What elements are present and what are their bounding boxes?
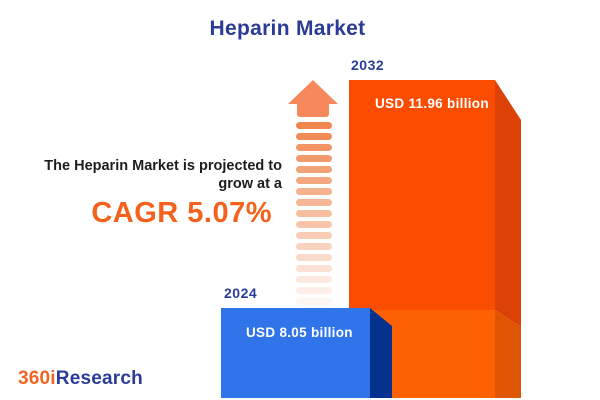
annotation-line-1: The Heparin Market is projected to: [44, 158, 282, 174]
growth-annotation: The Heparin Market is projected to grow …: [12, 157, 282, 230]
bar-2024-year-label: 2024: [224, 285, 258, 301]
brand-logo: 360iResearch: [18, 368, 143, 390]
bar-2032-side: [495, 80, 521, 327]
bar-2024-side: [370, 308, 392, 398]
bar-2032-base-side: [495, 310, 521, 398]
bar-2024-face: [221, 308, 370, 398]
bar-2024-value-label: USD 8.05 billion: [246, 325, 353, 340]
bar-2032-year-label: 2032: [351, 57, 385, 73]
bar-2032-face: [349, 80, 495, 310]
arrow-head-icon: [288, 80, 338, 104]
chart-title: Heparin Market: [209, 17, 366, 40]
logo-360i: 360i: [18, 368, 56, 389]
growth-arrow-stem: [296, 122, 332, 309]
annotation-line-2: grow at a: [218, 176, 282, 192]
logo-research: Research: [55, 368, 143, 389]
bar-2032-value-label: USD 11.96 billion: [375, 96, 489, 111]
arrow-neck: [297, 102, 329, 117]
cagr-value: CAGR 5.07%: [91, 197, 272, 229]
